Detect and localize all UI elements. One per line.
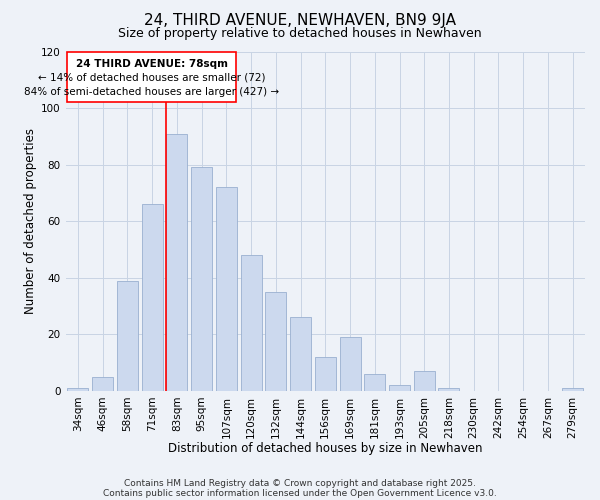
Bar <box>117 280 138 391</box>
Bar <box>92 376 113 391</box>
Bar <box>265 292 286 391</box>
Text: Size of property relative to detached houses in Newhaven: Size of property relative to detached ho… <box>118 28 482 40</box>
Bar <box>364 374 385 391</box>
Bar <box>67 388 88 391</box>
Bar <box>216 187 237 391</box>
Bar <box>142 204 163 391</box>
Bar <box>389 385 410 391</box>
Bar <box>414 371 435 391</box>
X-axis label: Distribution of detached houses by size in Newhaven: Distribution of detached houses by size … <box>168 442 482 455</box>
Bar <box>439 388 460 391</box>
Text: Contains public sector information licensed under the Open Government Licence v3: Contains public sector information licen… <box>103 488 497 498</box>
Bar <box>166 134 187 391</box>
Bar <box>191 168 212 391</box>
Text: 84% of semi-detached houses are larger (427) →: 84% of semi-detached houses are larger (… <box>24 87 279 97</box>
Bar <box>241 255 262 391</box>
Text: 24, THIRD AVENUE, NEWHAVEN, BN9 9JA: 24, THIRD AVENUE, NEWHAVEN, BN9 9JA <box>144 12 456 28</box>
Bar <box>562 388 583 391</box>
Bar <box>290 318 311 391</box>
Y-axis label: Number of detached properties: Number of detached properties <box>24 128 37 314</box>
Bar <box>67 52 236 102</box>
Bar <box>340 337 361 391</box>
Text: ← 14% of detached houses are smaller (72): ← 14% of detached houses are smaller (72… <box>38 72 265 83</box>
Bar <box>315 357 336 391</box>
Text: Contains HM Land Registry data © Crown copyright and database right 2025.: Contains HM Land Registry data © Crown c… <box>124 478 476 488</box>
Text: 24 THIRD AVENUE: 78sqm: 24 THIRD AVENUE: 78sqm <box>76 58 227 68</box>
